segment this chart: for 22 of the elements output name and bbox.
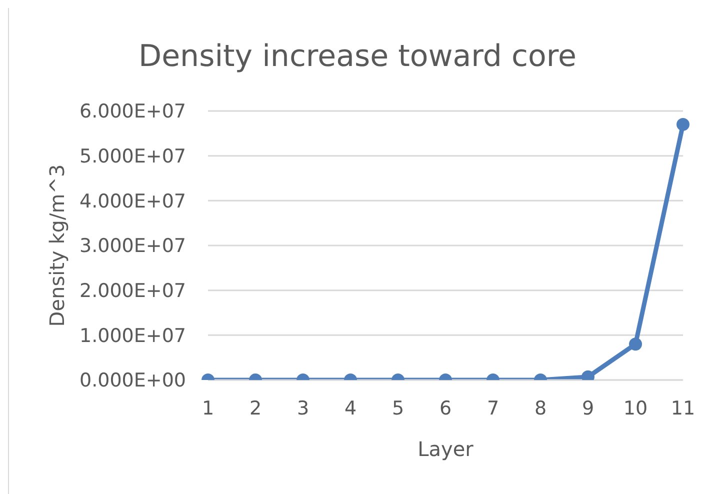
x-axis-title: Layer <box>418 437 474 461</box>
y-tick-label: 2.000E+07 <box>80 280 186 302</box>
y-tick-label: 5.000E+07 <box>80 146 186 168</box>
point <box>676 118 690 131</box>
x-tick-label: 6 <box>439 397 452 420</box>
x-tick-label: 2 <box>249 397 262 420</box>
x-tick-label: 5 <box>392 397 404 420</box>
chart-title: Density increase toward core <box>138 39 578 75</box>
x-tick-label: 7 <box>486 397 500 420</box>
y-tick-label: 1.000E+07 <box>80 324 186 347</box>
y-tick-label: 4.000E+07 <box>80 190 186 212</box>
x-tick-label: 8 <box>534 397 547 420</box>
y-tick-label: 0.000E+00 <box>80 370 186 392</box>
x-tick-label: 11 <box>670 397 696 420</box>
x-tick-label: 9 <box>582 397 594 420</box>
y-axis-title: Density kg/m^3 <box>45 164 70 327</box>
x-tick-label: 10 <box>623 397 648 420</box>
y-tick-label: 6.000E+07 <box>80 100 186 123</box>
x-tick-label: 3 <box>296 397 310 420</box>
x-tick-label: 1 <box>202 397 214 420</box>
x-tick-label: 4 <box>344 397 357 420</box>
y-tick-label: 3.000E+07 <box>80 235 186 258</box>
